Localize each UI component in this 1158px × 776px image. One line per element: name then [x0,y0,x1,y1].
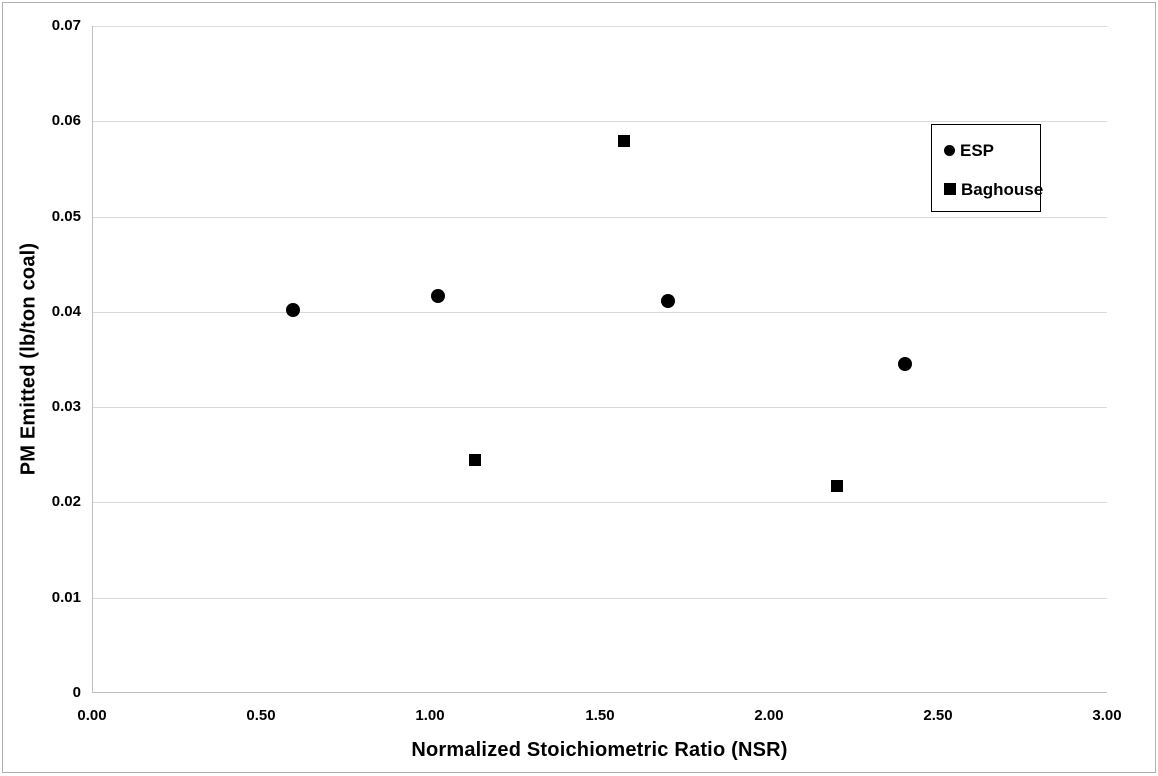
y-tick-label: 0.05 [51,208,81,225]
x-axis-title: Normalized Stoichiometric Ratio (NSR) [411,739,788,761]
gridline [93,121,1107,122]
legend-entry-esp: ESP [944,134,1034,166]
x-tick-label: 2.00 [754,707,784,724]
y-tick-label: 0.06 [51,112,81,129]
gridline [93,502,1107,503]
y-tick-label: 0 [72,684,81,701]
baghouse-square-marker-icon [944,183,956,195]
x-tick-label: 3.00 [1092,707,1122,724]
legend-entry-baghouse: Baghouse [944,173,1043,205]
y-tick-label: 0.02 [51,493,81,510]
y-tick-label: 0.01 [51,589,81,606]
data-point-baghouse [831,480,843,492]
x-tick-label: 0.00 [77,707,107,724]
y-tick-label: 0.07 [51,17,81,34]
y-tick-label: 0.04 [51,303,81,320]
x-tick-label: 0.50 [246,707,276,724]
data-point-esp [661,294,675,308]
esp-circle-marker-icon [944,144,955,156]
legend-label: Baghouse [961,179,1044,199]
x-tick-label: 2.50 [923,707,953,724]
y-tick-label: 0.03 [51,398,81,415]
gridline [93,407,1107,408]
gridline [93,26,1107,27]
y-axis-title: PM Emitted (lb/ton coal) [17,242,40,476]
gridline [93,312,1107,313]
gridline [93,217,1107,218]
x-tick-label: 1.00 [415,707,445,724]
x-tick-label: 1.50 [585,707,615,724]
data-point-esp [898,357,912,371]
legend-label: ESP [960,140,995,160]
gridline [93,598,1107,599]
data-point-esp [431,289,445,303]
legend: ESP Baghouse [931,124,1043,212]
data-point-esp [286,303,300,317]
data-point-baghouse [618,135,630,147]
data-point-baghouse [469,454,481,466]
plot-area [92,26,1107,693]
